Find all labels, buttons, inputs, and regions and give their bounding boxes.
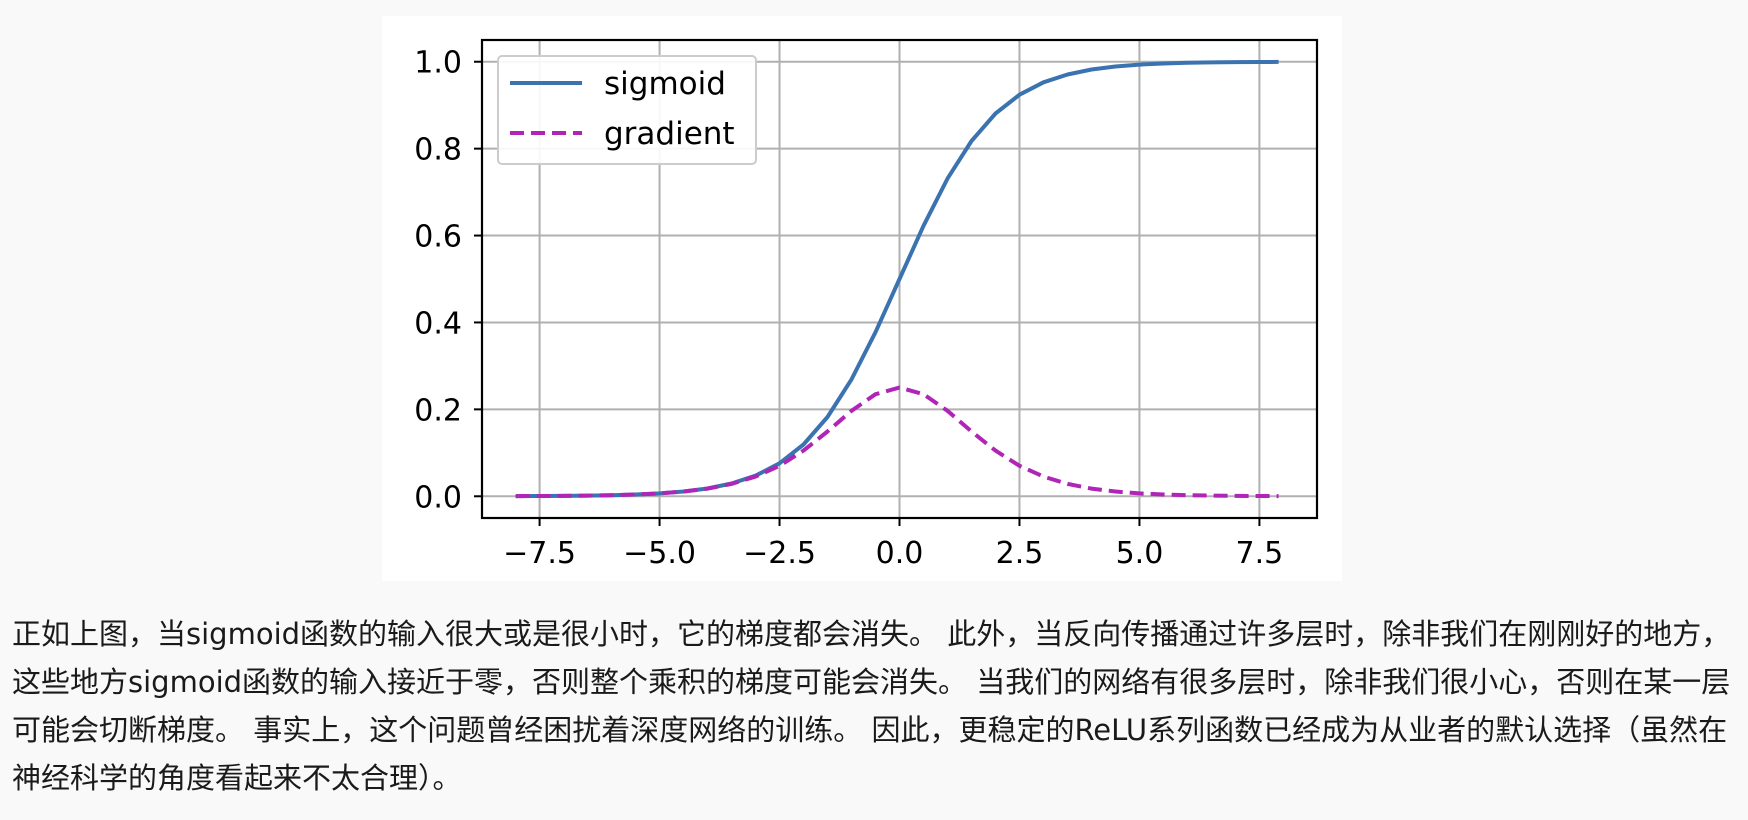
y-tick-label: 0.0 xyxy=(414,480,462,515)
x-tick-label: 0.0 xyxy=(876,536,924,571)
figure-card: −7.5 −5.0 −2.5 0.0 2.5 5.0 7.5 0.0 0.2 0.4 0.6 0.8 1… xyxy=(382,16,1342,581)
legend: sigmoid gradient xyxy=(497,55,757,165)
x-tick-label: −7.5 xyxy=(503,536,576,571)
x-tick-label: 2.5 xyxy=(996,536,1044,571)
series-layer xyxy=(515,59,1279,499)
x-tick-label: 7.5 xyxy=(1236,536,1284,571)
x-tick-label: 5.0 xyxy=(1116,536,1164,571)
y-tick-label: 1.0 xyxy=(414,46,462,81)
y-tick-label: 0.8 xyxy=(414,133,462,168)
series-line-gradient xyxy=(515,385,1279,499)
legend-label-gradient: gradient xyxy=(604,116,735,152)
caption-paragraph: 正如上图，当sigmoid函数的输入很大或是很小时，它的梯度都会消失。 此外，当… xyxy=(12,617,1731,795)
x-tick-label: −5.0 xyxy=(623,536,696,571)
y-tick-label: 0.4 xyxy=(414,306,462,341)
legend-label-sigmoid: sigmoid xyxy=(604,66,726,102)
x-tick-label: −2.5 xyxy=(743,536,816,571)
y-tick-label: 0.6 xyxy=(414,220,462,255)
sigmoid-gradient-chart: −7.5 −5.0 −2.5 0.0 2.5 5.0 7.5 0.0 0.2 0.4 0.6 0.8 1… xyxy=(414,38,1319,571)
tick-layer: −7.5 −5.0 −2.5 0.0 2.5 5.0 7.5 0.0 0.2 0.4 0.6 0.8 1… xyxy=(414,46,1283,571)
y-tick-label: 0.2 xyxy=(414,393,462,428)
